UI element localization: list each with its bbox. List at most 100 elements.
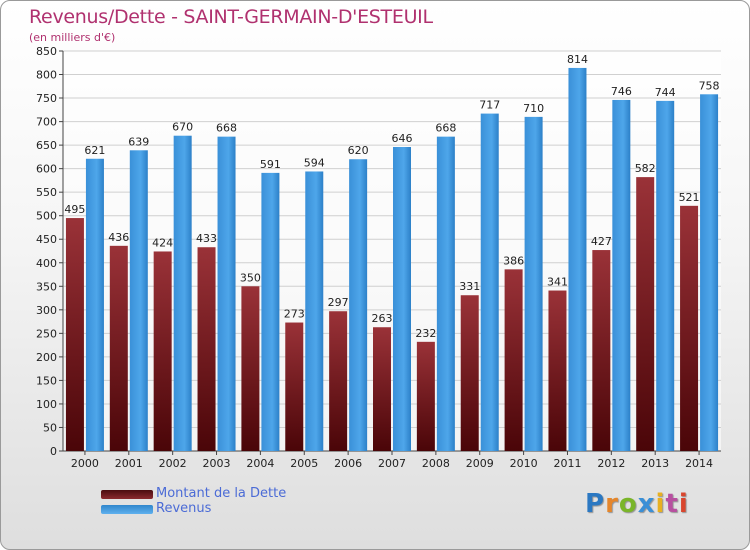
x-tick-label: 2013 <box>641 457 669 470</box>
bar-revenus <box>393 147 411 451</box>
y-tick-label: 650 <box>36 139 57 152</box>
gridlines <box>63 50 721 452</box>
bar-dette <box>460 295 479 451</box>
bar-dette <box>504 269 523 451</box>
legend-swatch-revenus <box>101 505 153 514</box>
bar-dette <box>329 311 348 451</box>
x-tick-label: 2006 <box>334 457 362 470</box>
data-label-revenus: 591 <box>260 158 281 171</box>
y-tick-label: 350 <box>36 280 57 293</box>
x-tick-label: 2008 <box>422 457 450 470</box>
logo-letter: P <box>585 489 606 519</box>
legend-swatch-dette <box>101 490 153 499</box>
bar-dette <box>153 251 172 451</box>
data-label-revenus: 758 <box>699 79 720 92</box>
x-tick-label: 2010 <box>510 457 538 470</box>
y-tick-label: 100 <box>36 398 57 411</box>
proxiti-logo: Proxiti <box>585 489 689 519</box>
data-label-dette: 273 <box>284 308 305 321</box>
bar-dette <box>285 322 304 451</box>
bar-revenus <box>436 136 455 451</box>
data-label-revenus: 814 <box>567 53 588 66</box>
data-label-dette: 263 <box>372 312 393 325</box>
bar-revenus <box>305 171 324 451</box>
data-label-dette: 341 <box>547 276 568 289</box>
bar-revenus <box>349 159 368 451</box>
y-tick-label: 850 <box>36 45 57 58</box>
bar-dette <box>592 250 611 451</box>
logo-letter: o <box>618 489 638 519</box>
bars <box>65 67 719 452</box>
data-label-revenus: 646 <box>392 132 413 145</box>
bar-dette <box>65 218 84 451</box>
bar-revenus <box>173 135 192 452</box>
data-label-dette: 331 <box>459 280 480 293</box>
chart-subtitle: (en milliers d'€) <box>29 31 116 44</box>
data-label-dette: 495 <box>64 203 85 216</box>
legend-label-revenus: Revenus <box>156 501 212 516</box>
data-label-revenus: 668 <box>435 122 456 135</box>
logo-letter: i <box>655 489 666 519</box>
data-label-dette: 433 <box>196 232 217 245</box>
bar-dette <box>197 247 216 451</box>
data-label-revenus: 710 <box>523 102 544 115</box>
y-tick-label: 550 <box>36 186 57 199</box>
data-label-revenus: 620 <box>348 144 369 157</box>
x-tick-label: 2012 <box>597 457 625 470</box>
bar-dette <box>416 341 435 451</box>
data-label-revenus: 668 <box>216 122 237 135</box>
bar-revenus <box>85 158 104 451</box>
data-label-dette: 350 <box>240 271 261 284</box>
data-label-dette: 582 <box>635 162 656 175</box>
data-label-revenus: 670 <box>172 121 193 134</box>
x-tick-label: 2005 <box>290 457 318 470</box>
plot-area <box>63 51 721 451</box>
data-label-dette: 427 <box>591 235 612 248</box>
bar-revenus <box>524 116 543 451</box>
data-label-dette: 424 <box>152 236 173 249</box>
y-tick-label: 700 <box>36 116 57 129</box>
bar-dette <box>636 177 655 451</box>
bar-revenus <box>656 100 675 451</box>
logo-letter: i <box>678 489 689 519</box>
logo-letter: t <box>665 489 679 519</box>
bar-revenus <box>217 136 236 451</box>
y-tick-label: 400 <box>36 257 57 270</box>
y-tick-label: 600 <box>36 163 57 176</box>
bar-revenus <box>568 67 587 452</box>
bar-dette <box>680 205 699 451</box>
axes: 0 50 100 150 200 250 300 350 400 450 500 550 600 650 7… <box>36 45 721 470</box>
y-tick-label: 450 <box>36 233 57 246</box>
x-tick-label: 2003 <box>203 457 231 470</box>
y-tick-label: 0 <box>50 445 57 458</box>
data-label-revenus: 594 <box>304 156 325 169</box>
data-label-revenus: 717 <box>479 99 500 112</box>
bar-dette <box>548 290 567 451</box>
x-tick-label: 2001 <box>115 457 143 470</box>
x-tick-label: 2000 <box>71 457 99 470</box>
y-tick-label: 750 <box>36 92 57 105</box>
data-label-revenus: 746 <box>611 85 632 98</box>
y-tick-label: 250 <box>36 327 57 340</box>
x-tick-label: 2002 <box>159 457 187 470</box>
data-label-dette: 232 <box>415 327 436 340</box>
y-tick-label: 500 <box>36 210 57 223</box>
y-tick-label: 800 <box>36 69 57 82</box>
bar-dette <box>373 327 391 451</box>
x-tick-label: 2014 <box>685 457 713 470</box>
data-label-revenus: 621 <box>84 144 105 157</box>
bar-revenus <box>480 113 499 452</box>
bar-revenus <box>700 94 719 451</box>
logo-letter: r <box>605 489 619 519</box>
y-tick-label: 300 <box>36 304 57 317</box>
bar-revenus <box>129 150 148 451</box>
legend-label-dette: Montant de la Dette <box>156 486 287 501</box>
data-label-dette: 521 <box>679 191 700 204</box>
x-tick-label: 2004 <box>246 457 274 470</box>
y-tick-label: 200 <box>36 351 57 364</box>
logo-letter: x <box>637 489 656 519</box>
bar-revenus <box>612 99 631 452</box>
x-tick-label: 2011 <box>553 457 581 470</box>
